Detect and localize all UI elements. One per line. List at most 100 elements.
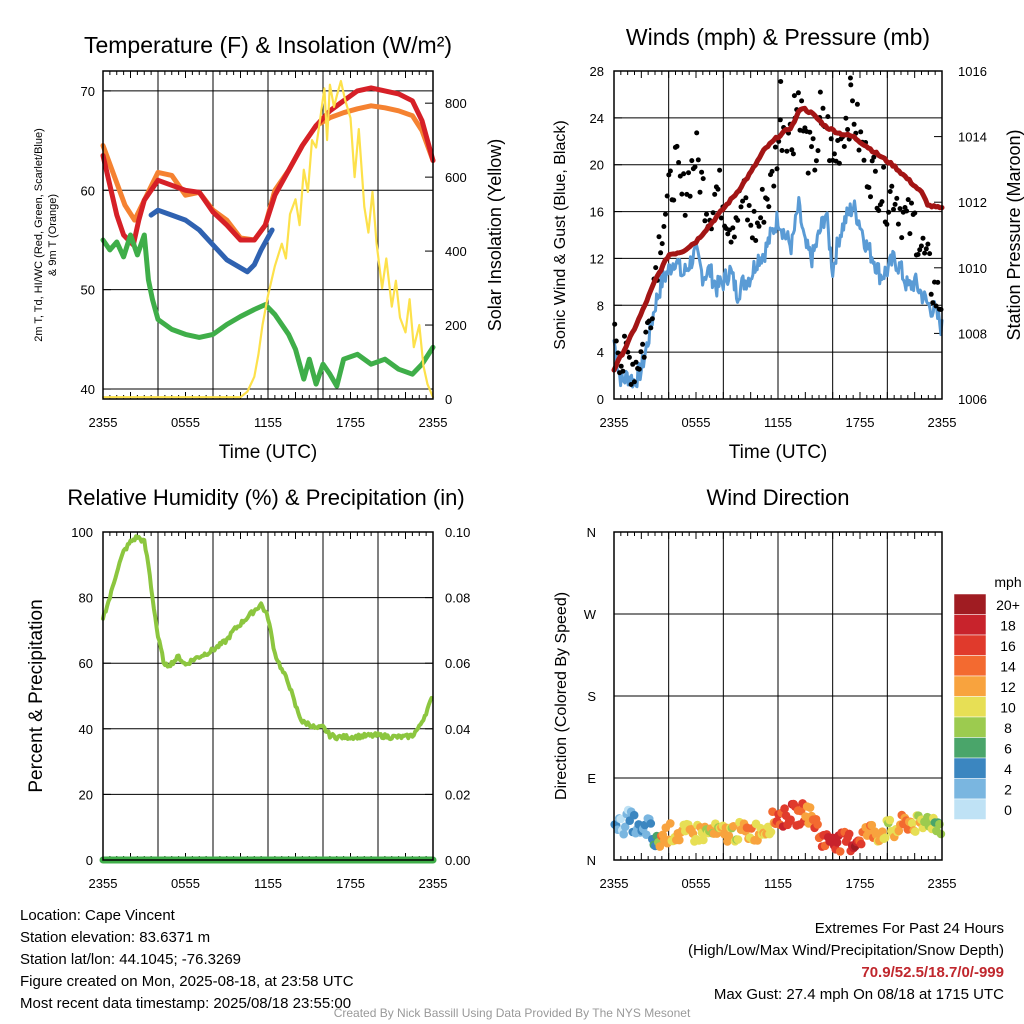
gust-point bbox=[805, 170, 811, 176]
legend-swatch bbox=[953, 696, 987, 718]
plot-frame bbox=[613, 70, 943, 400]
gust-point bbox=[774, 166, 780, 172]
y-right-tick-label: 0.02 bbox=[445, 787, 470, 802]
gust-point bbox=[872, 168, 878, 174]
gust-point bbox=[664, 193, 670, 199]
x-tick-label: 1155 bbox=[764, 876, 792, 891]
y-tick-label: 60 bbox=[81, 183, 95, 198]
direction-point bbox=[805, 803, 815, 812]
legend-label: 2 bbox=[1004, 782, 1012, 798]
x-tick-label: 2355 bbox=[928, 415, 957, 430]
gust-point bbox=[681, 171, 687, 177]
humidity-line bbox=[101, 534, 434, 742]
gust-point bbox=[868, 194, 873, 200]
gust-point bbox=[735, 217, 741, 223]
legend-swatch bbox=[953, 593, 987, 615]
gust-point bbox=[899, 235, 905, 241]
direction-point bbox=[733, 835, 743, 844]
gust-point bbox=[817, 89, 823, 95]
legend-swatch bbox=[953, 737, 987, 759]
gust-point bbox=[743, 195, 749, 201]
y-tick-label: 28 bbox=[590, 64, 604, 79]
y-right-tick-label: 0.00 bbox=[445, 853, 470, 868]
legend-swatch bbox=[953, 757, 987, 779]
legend-label: 8 bbox=[1004, 720, 1012, 736]
gust-point bbox=[894, 195, 900, 201]
gust-point bbox=[909, 200, 914, 206]
max-gust: Max Gust: 27.4 mph On 08/18 at 1715 UTC bbox=[713, 986, 1004, 1003]
gust-point bbox=[695, 157, 701, 163]
x-tick-label: 0555 bbox=[682, 876, 711, 891]
gust-point bbox=[912, 210, 918, 216]
gust-point bbox=[649, 316, 655, 322]
y-tick-label: S bbox=[587, 689, 596, 704]
y-tick-label: 24 bbox=[590, 111, 604, 126]
direction-point bbox=[724, 831, 734, 841]
legend-label: 6 bbox=[1004, 741, 1012, 757]
extremes-title: Extremes For Past 24 Hours bbox=[814, 920, 1004, 937]
x-tick-label: 0555 bbox=[682, 415, 711, 430]
gust-point bbox=[843, 115, 849, 121]
gust-point bbox=[622, 333, 627, 339]
gust-point bbox=[613, 338, 619, 344]
legend-swatch bbox=[953, 614, 987, 636]
pressure-line bbox=[611, 105, 945, 373]
legend-label: 0 bbox=[1004, 802, 1012, 818]
x-tick-label: 2355 bbox=[89, 876, 118, 891]
direction-point bbox=[629, 810, 639, 820]
gust-point bbox=[674, 143, 680, 149]
gust-point bbox=[666, 172, 672, 178]
gust-point bbox=[856, 147, 862, 153]
legend-swatch bbox=[953, 634, 987, 656]
x-tick-label: 2355 bbox=[419, 876, 448, 891]
gust-point bbox=[861, 157, 867, 163]
y-right-tick-label: 0.06 bbox=[445, 656, 470, 671]
direction-point bbox=[832, 838, 842, 847]
gust-point bbox=[676, 160, 682, 165]
gust-point bbox=[777, 117, 783, 123]
gust-point bbox=[784, 148, 790, 154]
gust-point bbox=[751, 208, 757, 214]
gust-point bbox=[925, 241, 931, 247]
gust-point bbox=[692, 164, 698, 170]
direction-point bbox=[835, 847, 845, 856]
legend-label: 10 bbox=[1000, 700, 1016, 716]
y-right-tick-label: 1016 bbox=[958, 64, 987, 79]
gust-point bbox=[789, 147, 795, 153]
gust-point bbox=[671, 197, 677, 203]
gust-point bbox=[656, 234, 662, 240]
y-right-axis-label: Station Pressure (Maroon) bbox=[1004, 129, 1024, 340]
gust-point bbox=[694, 130, 700, 136]
y-tick-label: 4 bbox=[597, 345, 604, 360]
plot-frame bbox=[102, 70, 434, 400]
y-right-tick-label: 1008 bbox=[958, 326, 987, 341]
gust-point bbox=[795, 90, 801, 96]
gust-point bbox=[923, 246, 929, 252]
gust-point bbox=[904, 208, 910, 214]
legend-label: 12 bbox=[1000, 679, 1016, 695]
gust-point bbox=[871, 154, 877, 160]
extremes-values: 70.9/52.5/18.7/0/-999 bbox=[861, 964, 1004, 981]
gust-point bbox=[891, 206, 896, 212]
legend-swatch bbox=[953, 778, 987, 800]
direction-point bbox=[616, 814, 625, 824]
direction-point bbox=[646, 819, 656, 828]
gust-point bbox=[907, 231, 913, 237]
x-tick-label: 1755 bbox=[846, 415, 875, 430]
gust-point bbox=[704, 211, 709, 217]
gust-point bbox=[636, 366, 642, 372]
gust-point bbox=[641, 354, 647, 360]
station-info: Location: Cape Vincent Station elevation… bbox=[20, 905, 354, 1015]
gust-point bbox=[892, 201, 898, 207]
gust-point bbox=[699, 169, 705, 175]
gust-point bbox=[643, 329, 649, 335]
gust-point bbox=[667, 168, 673, 174]
gust-point bbox=[791, 93, 797, 99]
x-axis-label: Time (UTC) bbox=[219, 442, 318, 463]
wind-speed-line bbox=[612, 196, 944, 389]
direction-point bbox=[766, 827, 776, 837]
y-right-tick-label: 400 bbox=[445, 244, 467, 259]
gust-point bbox=[697, 189, 703, 195]
wind-direction-panel: 2355 0555 1155 1755 2355 N E S W N Wind Direction D… bbox=[553, 485, 956, 891]
gust-point bbox=[812, 167, 818, 173]
